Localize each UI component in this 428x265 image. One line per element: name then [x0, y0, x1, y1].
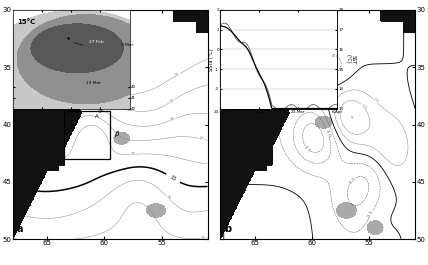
- Text: -1.0: -1.0: [325, 129, 331, 138]
- Text: -0.5: -0.5: [331, 54, 340, 60]
- Text: -1.0: -1.0: [348, 176, 357, 184]
- Text: -0.5: -0.5: [367, 210, 374, 219]
- Text: 19: 19: [169, 98, 175, 104]
- Text: 15: 15: [169, 174, 177, 182]
- Text: 13: 13: [201, 236, 206, 240]
- Text: b: b: [224, 224, 232, 234]
- Text: 17: 17: [199, 136, 205, 142]
- Bar: [64, 111, 110, 159]
- Text: 16: 16: [131, 152, 136, 156]
- Y-axis label: SST
(°C): SST (°C): [345, 54, 356, 64]
- Text: a: a: [17, 224, 23, 234]
- Text: 14: 14: [165, 194, 171, 201]
- Text: -1.5: -1.5: [303, 145, 312, 153]
- Text: 18: 18: [169, 117, 176, 122]
- Text: 0.5: 0.5: [372, 97, 379, 105]
- Text: 20: 20: [174, 72, 181, 78]
- Text: $\beta$: $\beta$: [114, 129, 120, 139]
- Text: 1.0: 1.0: [360, 103, 367, 110]
- Text: A: A: [95, 114, 99, 119]
